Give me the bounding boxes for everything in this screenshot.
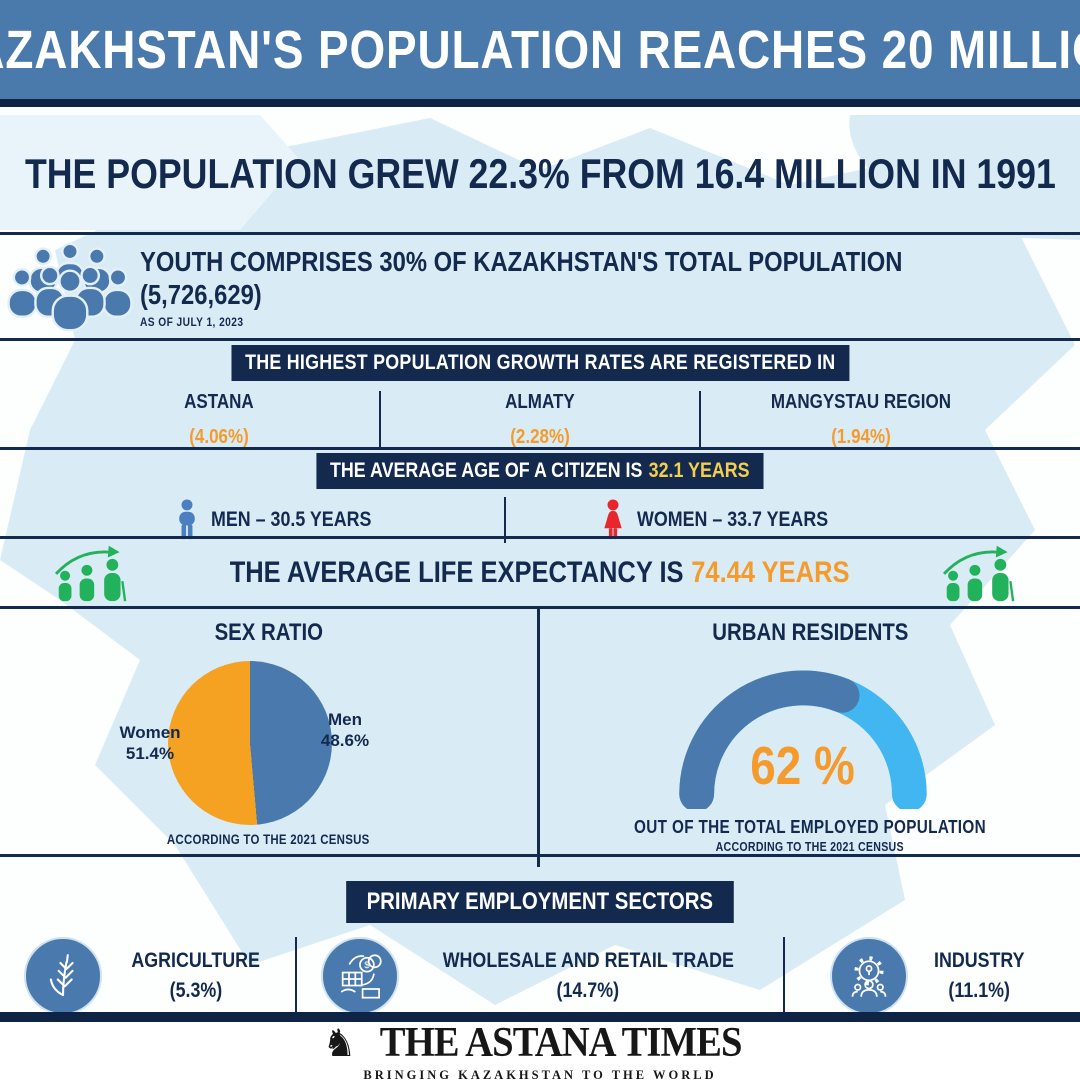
employment-item-industry: INDUSTRY (11.1%) [785, 937, 1078, 1015]
industry-gear-icon [830, 937, 909, 1015]
pie-label-men: Men 48.6% [320, 710, 370, 750]
sex-ratio-title: SEX RATIO [214, 619, 323, 646]
divider-line [0, 606, 1080, 609]
employment-item-trade: $ WHOLESALE AND RETAIL TRADE (14.7%) [295, 937, 785, 1015]
brand-tagline: BRINGING KAZAKHSTAN TO THE WORLD [363, 1068, 717, 1080]
average-age-section: THE AVERAGE AGE OF A CITIZEN IS 32.1 YEAR… [0, 450, 1080, 543]
brand-name: THE ASTANA TIMES [380, 1020, 743, 1066]
life-expectancy-section: THE AVERAGE LIFE EXPECTANCY IS 74.44 YEAR… [0, 539, 1080, 606]
average-age-banner: THE AVERAGE AGE OF A CITIZEN IS 32.1 YEAR… [316, 453, 764, 489]
subtitle-section: THE POPULATION GREW 22.3% FROM 16.4 MILL… [0, 115, 1080, 232]
sex-ratio-caption: ACCORDING TO THE 2021 CENSUS [167, 832, 370, 847]
growth-item-almaty: ALMATY (2.28%) [378, 391, 700, 449]
youth-section: YOUTH COMPRISES 30% OF KAZAKHSTAN'S TOTA… [0, 235, 1080, 338]
wheat-icon [23, 937, 102, 1015]
average-age-value: 32.1 YEARS [648, 459, 750, 482]
youth-number: (5,726,629) [140, 278, 262, 310]
growth-item-mangystau: MANGYSTAU REGION (1.94%) [699, 391, 1020, 449]
svg-text:$: $ [364, 960, 370, 971]
women-age: WOMEN – 33.7 YEARS [504, 497, 930, 543]
youth-headline: YOUTH COMPRISES 30% OF KAZAKHSTAN'S TOTA… [140, 245, 903, 277]
men-age: MEN – 30.5 YEARS [150, 499, 504, 541]
woman-icon [604, 499, 622, 540]
man-icon [179, 499, 195, 540]
growth-section: THE HIGHEST POPULATION GROWTH RATES ARE … [0, 341, 1080, 449]
life-expectancy-text: THE AVERAGE LIFE EXPECTANCY IS 74.44 YEAR… [230, 555, 850, 589]
crowd-icon [0, 239, 140, 335]
divider-line [0, 536, 1080, 539]
urban-residents-panel: URBAN RESIDENTS 62 % OUT OF THE TOTAL EM… [540, 609, 1080, 854]
employment-section: PRIMARY EMPLOYMENT SECTORS [0, 857, 1080, 1015]
divider-line [0, 338, 1080, 341]
charts-section: SEX RATIO Women 51.4% Men 48.6% ACCORDING … [0, 609, 1080, 867]
growth-banner: THE HIGHEST POPULATION GROWTH RATES ARE … [231, 345, 849, 381]
urban-title: URBAN RESIDENTS [711, 619, 909, 646]
footer: ♞ THE ASTANA TIMES BRINGING KAZAKHSTAN T… [0, 1020, 1080, 1080]
youth-note: AS OF JULY 1, 2023 [140, 314, 244, 329]
growth-item-astana: ASTANA (4.06%) [184, 391, 255, 448]
average-age-banner-text: THE AVERAGE AGE OF A CITIZEN IS [330, 459, 643, 482]
divider-line [0, 447, 1080, 450]
growing-people-icon [942, 545, 1014, 601]
employment-item-agriculture: AGRICULTURE (5.3%) [0, 937, 295, 1015]
sex-ratio-pie [168, 661, 332, 825]
horseman-logo-icon: ♞ [322, 1021, 357, 1065]
pie-label-women: Women 51.4% [119, 723, 181, 763]
header-band: KAZAKHSTAN'S POPULATION REACHES 20 MILLI… [0, 0, 1080, 107]
women-age-label: WOMEN – 33.7 YEARS [637, 508, 829, 531]
urban-gauge [679, 670, 927, 809]
life-expectancy-value: 74.44 YEARS [691, 555, 850, 589]
growing-people-icon [55, 545, 127, 601]
page-title: KAZAKHSTAN'S POPULATION REACHES 20 MILLI… [0, 19, 1080, 80]
divider-line [0, 232, 1080, 235]
sex-ratio-panel: SEX RATIO Women 51.4% Men 48.6% ACCORDING … [0, 609, 537, 854]
subtitle-text: THE POPULATION GREW 22.3% FROM 16.4 MILL… [24, 149, 1056, 197]
trade-icon: $ [320, 937, 399, 1015]
urban-caption-source: ACCORDING TO THE 2021 CENSUS [715, 840, 905, 854]
vertical-divider [537, 609, 540, 867]
employment-banner: PRIMARY EMPLOYMENT SECTORS [346, 881, 734, 923]
men-age-label: MEN – 30.5 YEARS [211, 508, 372, 531]
youth-text: YOUTH COMPRISES 30% OF KAZAKHSTAN'S TOTA… [140, 245, 1037, 329]
urban-caption: OUT OF THE TOTAL EMPLOYED POPULATION [634, 817, 986, 837]
footer-divider-band [0, 1012, 1080, 1022]
urban-value: 62 % [750, 736, 856, 796]
divider-line [0, 854, 1080, 857]
